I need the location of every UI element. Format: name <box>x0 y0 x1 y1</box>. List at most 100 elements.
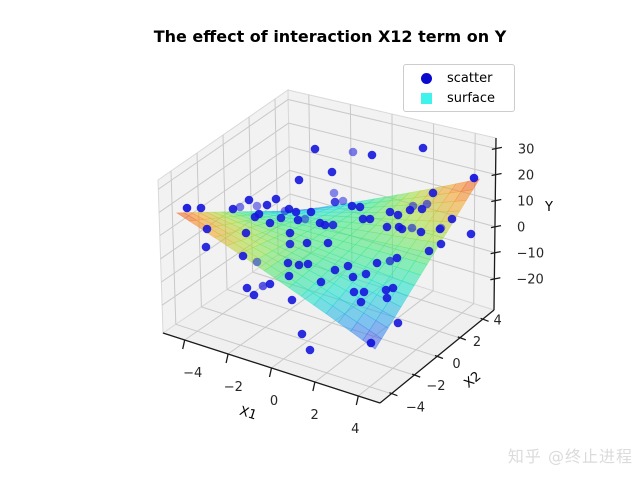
axes-spines <box>162 137 503 406</box>
scatter-point <box>293 215 303 225</box>
scatter-point <box>424 246 434 256</box>
scatter-point <box>320 220 330 230</box>
scatter-point <box>355 202 365 212</box>
scatter-point <box>262 200 272 210</box>
legend: scatter surface <box>403 64 515 112</box>
scatter-point <box>330 265 340 275</box>
x2-tick-label: −4 <box>406 401 425 416</box>
scatter-point <box>436 239 446 249</box>
legend-label-surface: surface <box>447 90 496 106</box>
scatter-point <box>367 150 377 160</box>
scatter-point <box>201 242 211 252</box>
x2-axis-label: X2 <box>461 369 484 391</box>
scatter-point <box>358 214 368 224</box>
scatter-points <box>182 143 479 355</box>
scatter-point <box>265 279 275 289</box>
scatter-point <box>343 261 353 271</box>
legend-label-scatter: scatter <box>447 70 493 86</box>
scatter-point <box>361 269 371 279</box>
scatter-point <box>347 201 357 211</box>
scatter-point <box>287 295 297 305</box>
x1-tick-label: 4 <box>351 422 359 437</box>
scatter-point <box>422 199 432 209</box>
scatter-point <box>305 345 315 355</box>
scatter-point <box>283 258 293 268</box>
legend-item-scatter: scatter <box>404 68 514 88</box>
x2-tick-label: −2 <box>426 379 445 394</box>
x1-tick-label: 0 <box>270 394 278 409</box>
scatter-point <box>382 293 392 303</box>
scatter-point <box>359 287 369 297</box>
x1-tick-label: 2 <box>311 408 319 423</box>
scatter-point <box>244 195 254 205</box>
x2-tick-label: 2 <box>473 335 481 350</box>
watermark: 知乎 @终止进程 <box>507 447 633 466</box>
scatter-point <box>252 257 262 267</box>
scatter-point <box>381 285 391 295</box>
scatter-point <box>294 175 304 185</box>
scatter-point <box>202 224 212 234</box>
scatter-point <box>349 287 359 297</box>
scatter-point <box>300 214 310 224</box>
y-tick-label: −10 <box>517 247 544 262</box>
scatter-point <box>302 238 312 248</box>
y-tick-label: 20 <box>518 168 535 183</box>
scatter-point <box>316 277 326 287</box>
scatter-point <box>382 222 392 232</box>
scatter-point <box>366 338 376 348</box>
scatter-point <box>310 144 320 154</box>
legend-item-surface: surface <box>404 88 514 108</box>
scatter-point <box>291 207 301 217</box>
scatter-point <box>407 223 417 233</box>
scatter-point <box>416 227 426 237</box>
scatter-point <box>356 297 366 307</box>
scatter-point <box>285 239 295 249</box>
y-tick-label: 10 <box>517 195 534 210</box>
x1-tick-label: −2 <box>224 380 243 395</box>
scatter-point <box>297 329 307 339</box>
scatter-point <box>330 197 340 207</box>
x1-axis-label: X1 <box>238 404 259 423</box>
scatter-point <box>397 224 407 234</box>
scatter-point <box>196 203 206 213</box>
scatter-point <box>284 271 294 281</box>
scatter-point <box>242 283 252 293</box>
scatter-point <box>348 147 358 157</box>
scatter-point <box>258 281 268 291</box>
scatter-point <box>285 228 295 238</box>
x2-tick-label: 4 <box>493 313 501 328</box>
scatter-marker-icon <box>421 72 432 84</box>
scatter-point <box>235 202 245 212</box>
scatter-point <box>306 207 316 217</box>
y-tick-label: 0 <box>517 221 525 236</box>
scatter-point <box>284 204 294 214</box>
scatter-point <box>365 214 375 224</box>
scatter-point <box>428 188 438 198</box>
scatter-point <box>435 224 445 234</box>
scatter-point <box>385 256 395 266</box>
x2-tick-label: 0 <box>452 357 460 372</box>
scatter-point <box>249 290 259 300</box>
y-tick-label: 30 <box>518 142 535 157</box>
scatter-point <box>393 318 403 328</box>
y-tick-label: −20 <box>516 273 543 288</box>
scatter-point <box>385 207 395 217</box>
y-axis-label: Y <box>544 200 553 215</box>
scatter-point <box>323 238 333 248</box>
scatter-point <box>447 214 457 224</box>
scatter-point <box>252 201 262 211</box>
scatter-point <box>228 204 238 214</box>
scatter-point <box>408 201 418 211</box>
scatter-point <box>182 203 192 213</box>
scatter-point <box>265 218 275 228</box>
scatter-point <box>327 167 337 177</box>
scatter-point <box>392 253 402 263</box>
scatter-point <box>294 260 304 270</box>
scatter-point <box>466 229 476 239</box>
scatter-point <box>238 251 248 261</box>
scatter-point <box>388 283 398 293</box>
chart-title: The effect of interaction X12 term on Y <box>153 27 507 46</box>
scatter-point <box>338 196 348 206</box>
